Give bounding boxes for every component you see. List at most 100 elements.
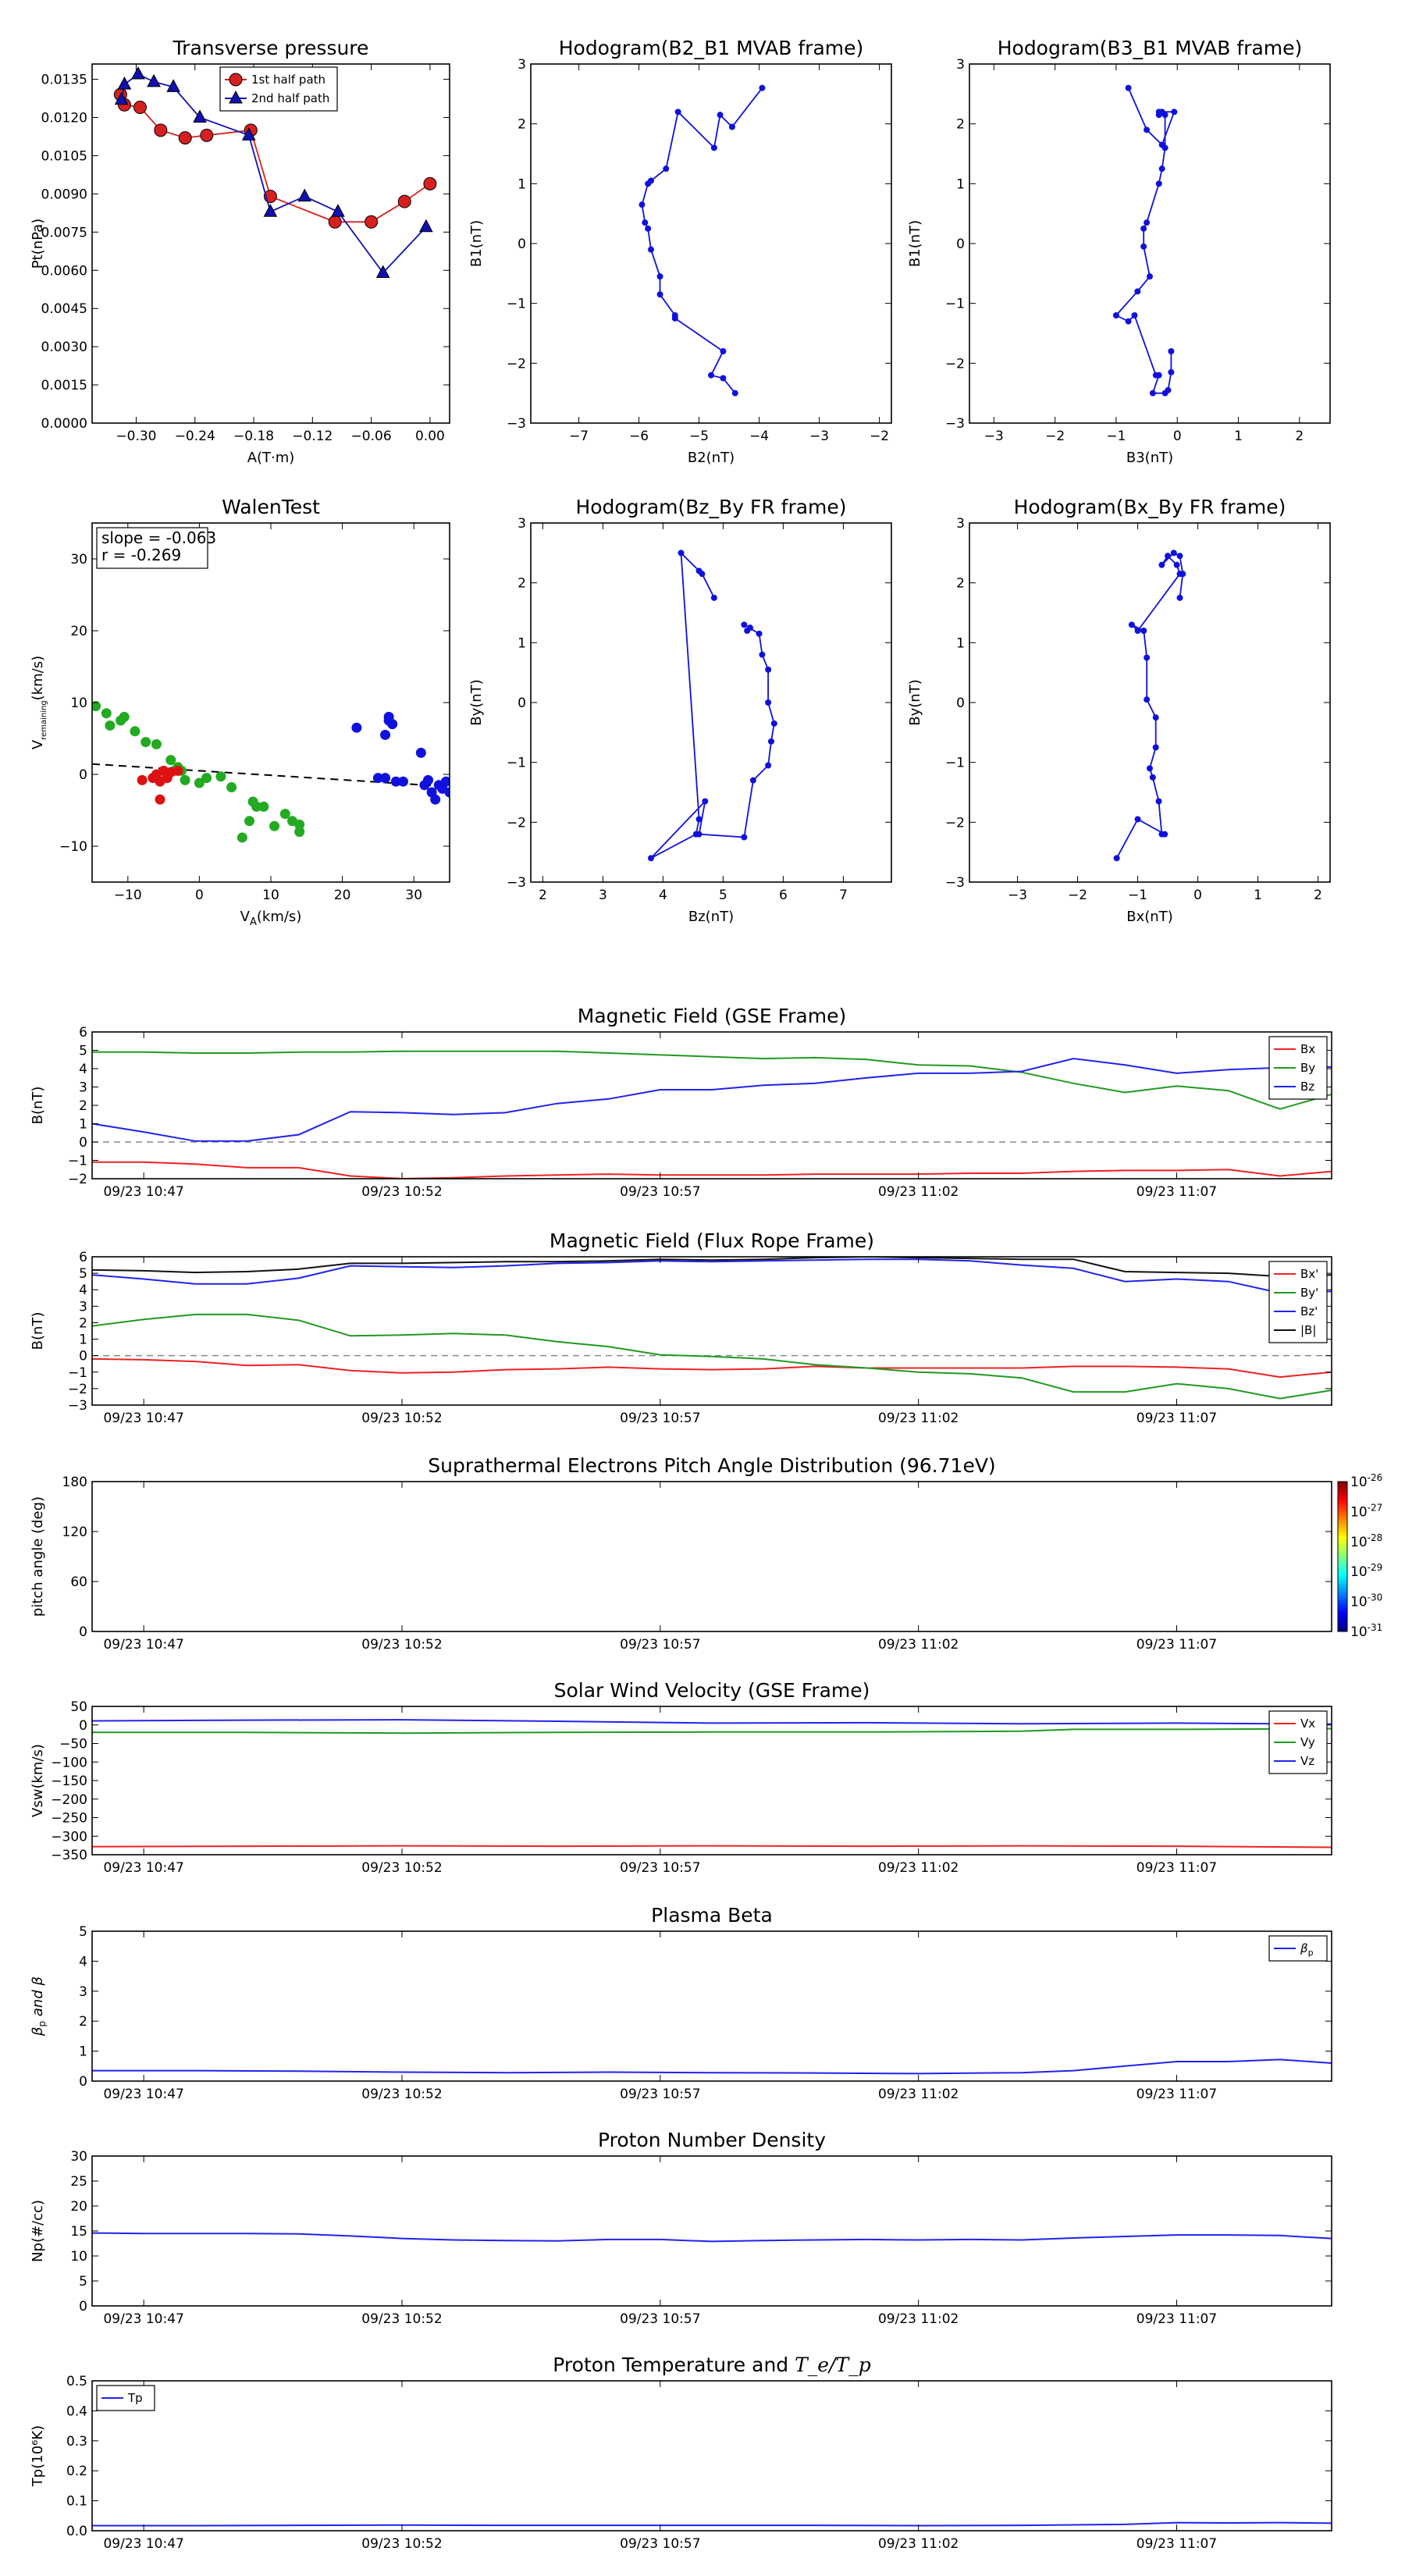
- y-axis-label: Np(#/cc): [30, 2200, 46, 2262]
- x-tick-label: 10: [262, 888, 279, 903]
- y-tick-label: 2: [79, 1098, 87, 1114]
- x-tick-label: 09/23 10:47: [103, 2087, 183, 2102]
- colorbar-base: 10: [1350, 1564, 1368, 1580]
- data-point: [131, 66, 145, 80]
- title-math: T_e/T_p: [795, 2354, 871, 2376]
- data-point: [328, 215, 342, 229]
- data-point: [130, 726, 140, 737]
- y-tick-label: 0.3: [66, 2434, 87, 2450]
- data-point: [423, 774, 434, 785]
- y-tick-label: 4: [79, 1954, 87, 1969]
- x-tick-label: 09/23 10:47: [103, 1184, 183, 1200]
- data-point: [244, 816, 255, 827]
- data-point: [1112, 312, 1119, 318]
- data-point: [1168, 368, 1175, 375]
- legend-label: Bx': [1300, 1267, 1318, 1281]
- y-tick-label: 0: [79, 1718, 87, 1734]
- y-tick-label: 15: [70, 2224, 87, 2240]
- plot-area: [92, 701, 450, 843]
- y-tick-label: 0.0030: [41, 340, 87, 355]
- chart-title: Hodogram(B3_B1 MVAB frame): [998, 37, 1303, 59]
- y-tick-label: 50: [70, 1699, 87, 1715]
- data-point: [710, 144, 717, 151]
- chart-title: Proton Temperature and T_e/T_p: [553, 2354, 870, 2376]
- y-axis-label: pitch angle (deg): [30, 1496, 46, 1617]
- data-point: [638, 201, 646, 208]
- y-axis-label: βp and β: [30, 1976, 48, 2037]
- series-line-Bz': [92, 1258, 1332, 1294]
- x-tick-label: −3: [984, 429, 1004, 444]
- data-point: [1149, 774, 1156, 781]
- data-point: [155, 776, 165, 787]
- data-point: [741, 834, 748, 841]
- y-tick-label: 4: [79, 1283, 87, 1298]
- data-point: [648, 177, 654, 184]
- x-tick-label: 09/23 11:02: [878, 2536, 959, 2552]
- x-tick-label: −0.30: [116, 429, 156, 444]
- chart-vsw: Solar Wind Velocity (GSE Frame) 09/23 10:…: [30, 1679, 1332, 1876]
- x-tick-label: 2: [1314, 888, 1322, 903]
- y-tick-label: −2: [507, 815, 526, 831]
- y-tick-label: 0.0075: [41, 225, 87, 240]
- y-tick-label: 5: [79, 1266, 87, 1282]
- y-tick-label: −1: [945, 297, 965, 312]
- x-tick-label: 09/23 10:57: [620, 1637, 700, 1653]
- chart-title: WalenTest: [222, 496, 320, 518]
- data-point: [1161, 390, 1168, 397]
- data-point: [101, 708, 112, 719]
- x-tick-label: 09/23 10:57: [620, 2536, 700, 2552]
- data-point: [765, 762, 772, 769]
- legend-label: Vx: [1300, 1717, 1315, 1731]
- y-tick-label: 0.0060: [41, 263, 87, 279]
- data-point: [269, 820, 280, 831]
- data-point: [390, 776, 401, 787]
- legend-label: Vz: [1300, 1754, 1314, 1768]
- data-point: [663, 165, 670, 173]
- data-point: [642, 219, 649, 226]
- y-tick-label: 1: [518, 176, 526, 192]
- series-line-β_p: [92, 2058, 1332, 2075]
- x-tick-label: 09/23 10:52: [361, 2087, 442, 2102]
- y-tick-label: −300: [51, 1829, 87, 1845]
- data-point: [648, 855, 654, 862]
- x-tick-label: 0: [1193, 888, 1202, 903]
- chart-title: Solar Wind Velocity (GSE Frame): [554, 1679, 870, 1702]
- data-point: [1155, 109, 1162, 116]
- data-point: [1140, 225, 1147, 232]
- data-point: [1134, 288, 1141, 295]
- plot-area: [92, 2521, 1332, 2527]
- data-point: [380, 729, 391, 740]
- colorbar-exponent: -29: [1368, 1562, 1383, 1573]
- x-tick-label: 09/23 11:07: [1136, 2311, 1217, 2327]
- x-tick-label: −10: [114, 888, 142, 903]
- chart-title: Magnetic Field (GSE Frame): [578, 1005, 846, 1027]
- data-point: [674, 109, 681, 116]
- x-tick-label: 2: [1295, 429, 1304, 444]
- data-point: [147, 73, 161, 87]
- plot-area: [92, 2232, 1332, 2243]
- chart-title: Magnetic Field (Flux Rope Frame): [550, 1229, 874, 1252]
- data-point: [1176, 553, 1183, 560]
- chart-bfr: Magnetic Field (Flux Rope Frame) 09/23 10…: [30, 1229, 1332, 1426]
- data-point: [1161, 831, 1168, 838]
- x-tick-label: −2: [1045, 429, 1065, 444]
- colorbar-tick-label: 10-28: [1350, 1532, 1382, 1550]
- data-point: [397, 776, 408, 787]
- data-point: [720, 375, 727, 382]
- y-axis-label-base: V: [30, 739, 46, 749]
- data-point: [1113, 855, 1120, 862]
- x-tick-label: −2: [1068, 888, 1087, 903]
- data-point: [1147, 273, 1153, 280]
- data-point: [1134, 816, 1141, 823]
- y-tick-label: 120: [62, 1525, 87, 1540]
- data-point: [166, 79, 180, 92]
- y-tick-label: 2: [518, 117, 526, 133]
- x-tick-label: 2: [539, 888, 547, 903]
- y-tick-label: 1: [79, 1117, 87, 1133]
- plot-frame: [91, 2380, 1332, 2532]
- data-point: [331, 204, 345, 217]
- y-tick-label: −3: [68, 1398, 87, 1414]
- y-tick-label: 0: [79, 1349, 87, 1364]
- data-point: [1144, 696, 1151, 703]
